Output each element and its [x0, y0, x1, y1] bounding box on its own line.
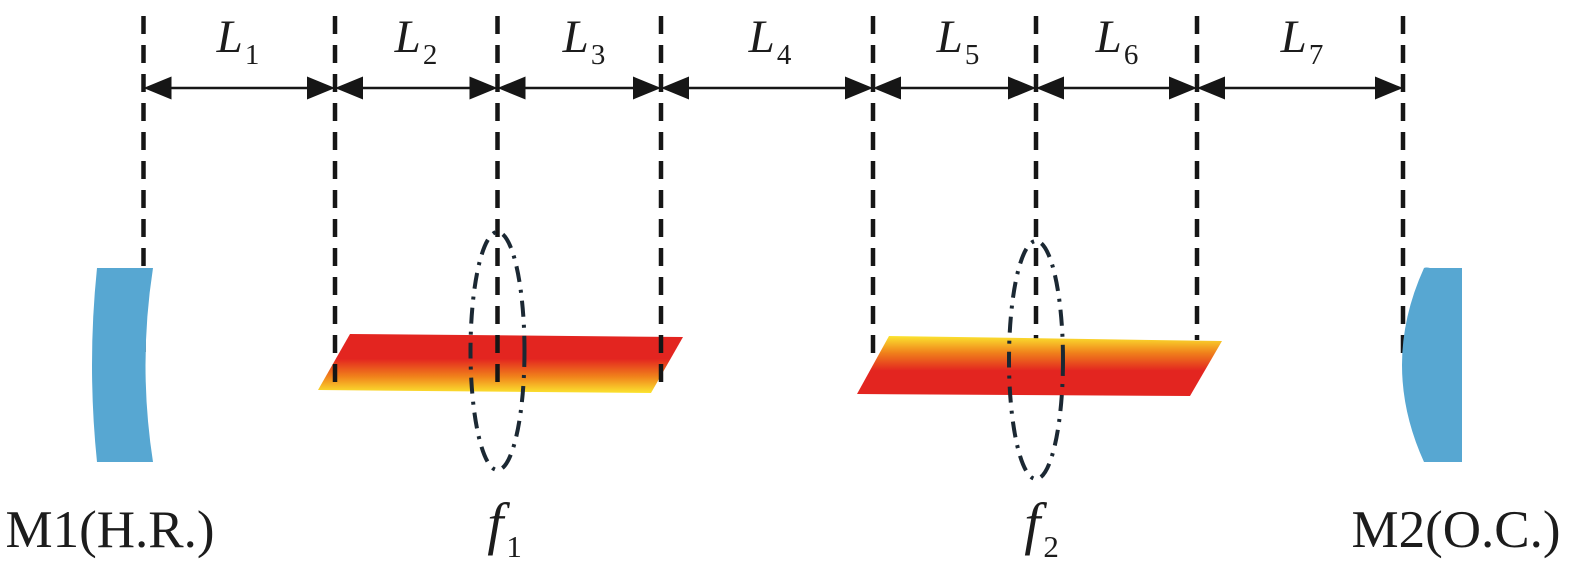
mirror-m2-shape	[1402, 267, 1462, 462]
length-label-L7: L7	[1280, 11, 1324, 71]
length-label-L6: L6	[1095, 11, 1139, 71]
distance-arrows	[143, 76, 1403, 100]
lenses	[468, 230, 1065, 481]
length-label-L1: L1	[216, 11, 260, 71]
mirror-m1-label: M1(H.R.)	[5, 501, 215, 559]
length-label-L4: L4	[748, 11, 792, 71]
distance-arrow-L5	[873, 76, 1036, 100]
distance-arrow-L2	[335, 76, 498, 100]
distance-arrow-L3	[497, 76, 661, 100]
lens-f2-label: f2	[1024, 491, 1059, 564]
mirror-m2-label: M2(O.C.)	[1351, 501, 1561, 559]
lens-f1-label: f1	[487, 491, 522, 564]
distance-arrow-L4	[661, 76, 873, 100]
reference-lines	[141, 16, 1406, 392]
lens-1-ellipse	[468, 230, 527, 472]
distance-arrow-L7	[1197, 76, 1403, 100]
gain-slab-2	[857, 336, 1222, 396]
length-label-L5: L5	[936, 11, 980, 71]
length-label-L3: L3	[562, 11, 606, 71]
mirror-m1-shape	[92, 268, 153, 462]
distance-arrow-L6	[1036, 76, 1197, 100]
length-label-L2: L2	[394, 11, 438, 71]
lens-2-ellipse	[1007, 239, 1065, 481]
distance-arrow-L1	[143, 76, 335, 100]
gain-slab-1	[318, 334, 683, 393]
